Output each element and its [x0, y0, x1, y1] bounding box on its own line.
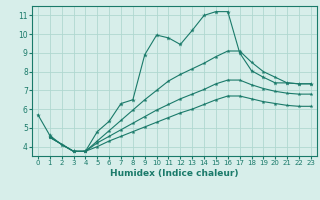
X-axis label: Humidex (Indice chaleur): Humidex (Indice chaleur) — [110, 169, 239, 178]
